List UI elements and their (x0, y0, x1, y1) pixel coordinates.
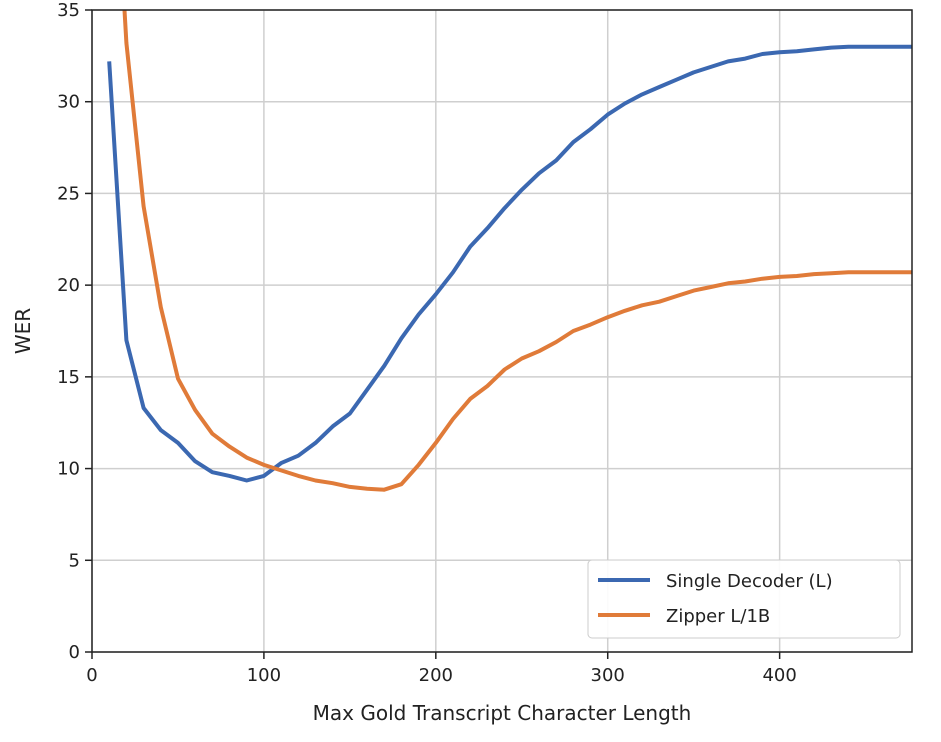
y-tick-label: 0 (69, 642, 80, 663)
plot-frame (91, 9, 913, 653)
series-lines (107, 10, 912, 492)
x-tick-label: 100 (247, 665, 281, 686)
legend: Single Decoder (L) Zipper L/1B (587, 559, 901, 639)
x-tick-label: 0 (86, 665, 97, 686)
legend-box (587, 559, 901, 639)
legend-label-single-decoder: Single Decoder (L) (666, 571, 833, 592)
y-tick-label: 15 (57, 367, 80, 388)
legend-label-zipper: Zipper L/1B (666, 606, 770, 627)
y-tick-label: 20 (57, 275, 80, 296)
axis-ticks: 0 100 200 300 400 0 5 10 15 20 25 30 35 (57, 0, 797, 686)
x-axis-label: Max Gold Transcript Character Length (313, 701, 692, 725)
x-tick-label: 300 (591, 665, 625, 686)
y-tick-label: 5 (69, 550, 80, 571)
y-tick-label: 10 (57, 459, 80, 480)
y-tick-label: 25 (57, 183, 80, 204)
series-line-0 (107, 44, 912, 483)
x-tick-label: 400 (762, 665, 796, 686)
series-line-1 (122, 10, 912, 492)
y-axis-label: WER (11, 308, 35, 354)
x-tick-label: 200 (419, 665, 453, 686)
y-tick-label: 30 (57, 92, 80, 113)
y-tick-label: 35 (57, 0, 80, 21)
grid (91, 9, 912, 653)
